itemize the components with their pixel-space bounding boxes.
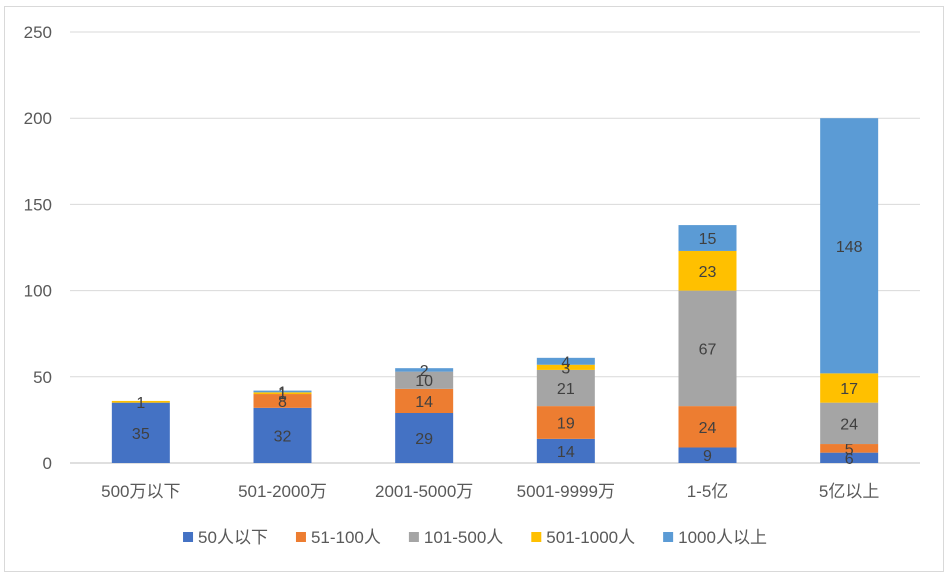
legend-label: 101-500人 (424, 528, 503, 547)
data-label: 1 (136, 395, 145, 412)
x-category-label: 1-5亿 (687, 482, 729, 501)
bar-segment (820, 373, 879, 403)
x-category-label: 2001-5000万 (375, 482, 473, 501)
bar-segment (678, 447, 737, 463)
legend-item: 1000人以上 (663, 528, 767, 547)
chart-frame (4, 6, 944, 572)
legend-item: 501-1000人 (531, 528, 635, 547)
data-label: 23 (699, 264, 717, 281)
x-category-label: 501-2000万 (238, 482, 327, 501)
data-label: 3 (561, 360, 570, 377)
bar-segment (253, 392, 312, 395)
legend-swatch (295, 532, 306, 542)
bar-segment (111, 402, 170, 463)
bar-segment (536, 406, 595, 439)
data-label: 67 (699, 341, 717, 358)
data-label: 14 (557, 444, 575, 461)
data-label: 29 (415, 431, 433, 448)
bar-segment (678, 290, 737, 407)
bar-segment (536, 364, 595, 370)
data-label: 21 (557, 381, 575, 398)
bar-segment (536, 438, 595, 463)
data-label: 19 (557, 415, 575, 432)
legend-label: 1000人以上 (678, 528, 767, 547)
data-label: 2 (420, 363, 429, 380)
data-label: 24 (699, 420, 717, 437)
bar-segment (820, 402, 879, 445)
x-category-label: 500万以下 (101, 482, 180, 501)
data-label: 4 (561, 354, 570, 371)
legend-swatch (183, 532, 194, 542)
data-label: 6 (845, 451, 854, 468)
bar-segment (253, 407, 312, 463)
data-label: 9 (703, 448, 712, 465)
y-tick-label: 200 (24, 109, 52, 128)
legend-swatch (531, 532, 542, 542)
y-tick-label: 100 (24, 282, 52, 301)
legend-swatch (663, 532, 674, 542)
data-label: 5 (845, 441, 854, 458)
bar-segment (253, 390, 312, 393)
legend-item: 50人以下 (183, 528, 268, 547)
y-tick-label: 250 (24, 23, 52, 42)
bar-segment (536, 369, 595, 407)
y-tick-label: 0 (43, 454, 52, 473)
data-label: 35 (132, 426, 150, 443)
bar-segment (820, 118, 879, 374)
bar-segment (820, 444, 879, 453)
data-label: 17 (840, 381, 858, 398)
bar-segment (678, 250, 737, 291)
bar-segment (395, 371, 454, 389)
y-tick-label: 150 (24, 195, 52, 214)
y-tick-label: 50 (33, 368, 52, 387)
bar-segment (253, 394, 312, 408)
data-label: 8 (278, 394, 287, 411)
legend-label: 51-100人 (311, 528, 381, 547)
data-label: 15 (699, 231, 717, 248)
bar-segment (395, 388, 454, 414)
legend-item: 51-100人 (295, 528, 381, 547)
bar-segment (395, 413, 454, 463)
data-label: 148 (836, 239, 863, 256)
legend-item: 101-500人 (408, 528, 503, 547)
data-label: 32 (274, 428, 292, 445)
data-label: 1 (278, 384, 287, 401)
x-category-label: 5001-9999万 (517, 482, 615, 501)
bar-segment (536, 357, 595, 365)
data-label: 1 (278, 386, 287, 403)
legend-label: 50人以下 (198, 528, 268, 547)
bar-segment (678, 225, 737, 251)
bar-segment (678, 406, 737, 448)
data-label: 24 (840, 416, 858, 433)
data-label: 14 (415, 394, 433, 411)
bar-segment (395, 368, 454, 372)
x-category-label: 5亿以上 (819, 482, 879, 501)
data-label: 10 (415, 373, 433, 390)
legend-swatch (408, 532, 419, 542)
bar-segment (111, 400, 170, 403)
legend-label: 501-1000人 (546, 528, 635, 547)
bar-segment (820, 452, 879, 463)
